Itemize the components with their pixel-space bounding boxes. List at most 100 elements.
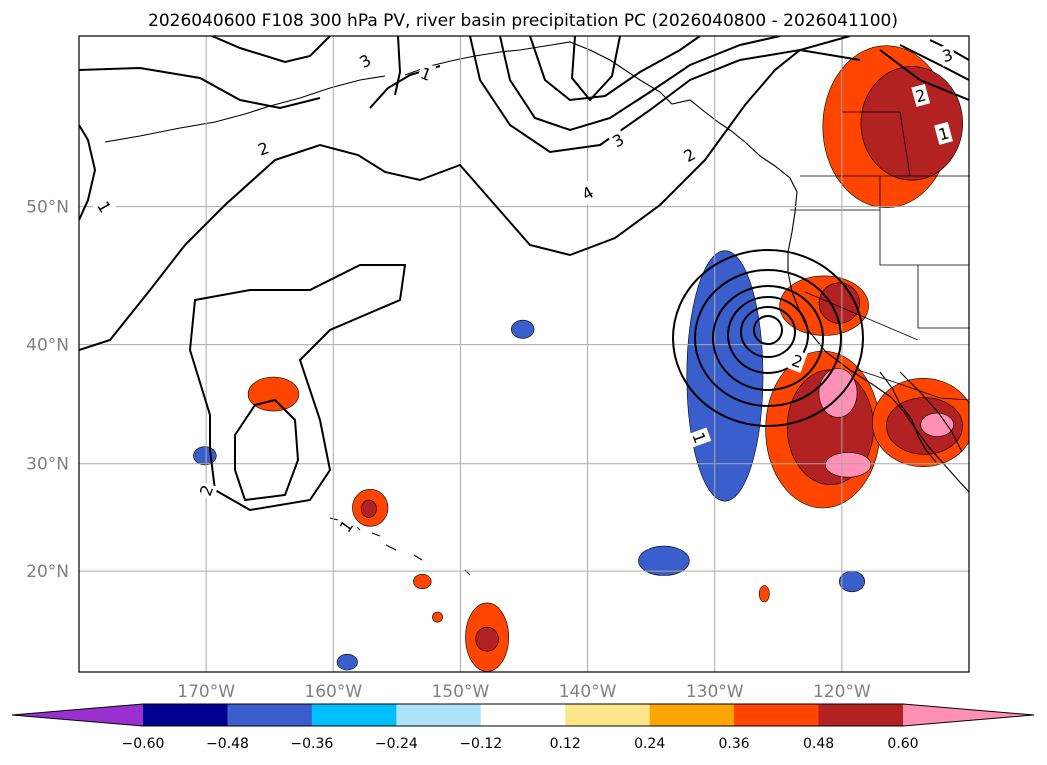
- colorbar-tick-label: −0.36: [290, 736, 333, 752]
- lat-tick-label: 30°N: [26, 455, 69, 475]
- pv-contour-ridge-6: [570, 36, 621, 102]
- pv-contour-ne-2: [899, 44, 969, 81]
- pv-label-knockout: [416, 61, 437, 86]
- pv-contour-ne-3: [929, 39, 969, 61]
- colorbar-tick-label: −0.48: [206, 736, 249, 752]
- colorbar-tick-label: 0.60: [887, 736, 918, 752]
- colorbar-extend-high: [903, 704, 1034, 726]
- colorbar-bin: [227, 704, 313, 726]
- lon-tick-label: 120°W: [813, 682, 871, 702]
- pv-contour-closed-low-3: [712, 285, 824, 391]
- precip-region-neg036-7: [336, 653, 358, 671]
- pv-contour-trough-4: [499, 36, 781, 132]
- pv-label-knockout: [253, 136, 274, 161]
- pv-contour-closed-low-4: [727, 296, 809, 374]
- precip-region-pos036-12: [432, 611, 443, 623]
- colorbar-bin: [143, 704, 228, 726]
- pv-label-knockout: [576, 180, 599, 206]
- pv-contour-closed-low-1: [672, 249, 864, 427]
- state-borders: [790, 36, 969, 341]
- pv-contour-1-main: [79, 36, 851, 351]
- lon-tick-label: 140°W: [559, 682, 617, 702]
- precip-region-pos036-8: [247, 376, 300, 412]
- gulf-of-california: [899, 371, 963, 453]
- pv-label-knockout: [934, 121, 953, 145]
- axis-ticks: 170°W 160°W 150°W 140°W 130°W 120°W 20°N 30°N 40…: [26, 198, 871, 702]
- colorbar-bin: [311, 704, 397, 726]
- pv-label-knockout: [787, 349, 808, 373]
- precip-region-pos048-10: [360, 499, 377, 518]
- precip-region-neg036-5: [638, 545, 690, 576]
- precip-region-pos060-23: [818, 368, 858, 418]
- pv-contour-trough-3: [469, 36, 861, 154]
- pv-contours: [79, 36, 969, 512]
- precip-region-pos048-17: [818, 282, 860, 324]
- colorbar-tick-label: 0.24: [634, 736, 665, 752]
- pv-contour-closed-low-6: [753, 315, 783, 345]
- pv-contour-cutoff-low: [188, 264, 407, 512]
- pv-label-knockout: [607, 127, 630, 153]
- us-mexico-border: [857, 369, 969, 401]
- colorbar: −0.60 −0.48 −0.36 −0.24 −0.12 0.12 0.24 0.36 0.4…: [11, 703, 1035, 752]
- lon-tick-label: 130°W: [686, 682, 744, 702]
- pv-label-knockout: [938, 43, 957, 67]
- colorbar-extend-low: [12, 704, 143, 726]
- north-america-coast: [404, 41, 969, 493]
- precip-region-pos036-11: [413, 573, 432, 589]
- colorbar-bin: [396, 704, 482, 726]
- pv-contour-3-north: [211, 36, 331, 64]
- colorbar-tick-label: −0.24: [375, 736, 418, 752]
- aleutian-islands: [104, 75, 386, 143]
- pv-contour-cutoff-inner: [234, 398, 300, 502]
- pv-contour-1-west: [79, 124, 97, 221]
- precip-region-pos060-26: [920, 412, 955, 437]
- colorbar-tick-label: −0.60: [122, 736, 165, 752]
- colorbar-bin: [480, 704, 566, 726]
- colorbar-tick-label: 0.12: [550, 736, 581, 752]
- colorbar-tick-label: 0.36: [719, 736, 750, 752]
- colorbar-bin: [818, 704, 904, 726]
- hawaii-islands: [329, 517, 471, 576]
- precip-region-pos036-15: [758, 585, 770, 603]
- colorbar-tick-label: 0.48: [803, 736, 834, 752]
- baja-california-coast: [879, 371, 937, 463]
- pv-label-knockout: [92, 195, 117, 218]
- borders: [790, 36, 969, 401]
- lon-tick-label: 170°W: [177, 682, 235, 702]
- colorbar-bin: [649, 704, 735, 726]
- pv-contour-closed-low-5: [740, 306, 796, 358]
- precip-region-neg036-4: [511, 319, 535, 339]
- pv-label: 1: [936, 123, 951, 144]
- pv-label-knockout: [678, 142, 701, 168]
- colorbar-tick-label: −0.12: [459, 736, 502, 752]
- pv-contour-ridge-5: [529, 36, 701, 102]
- colorbar-bin: [565, 704, 651, 726]
- coastlines: [104, 41, 969, 576]
- precip-region-pos048-14: [475, 626, 499, 652]
- lat-tick-label: 20°N: [26, 562, 69, 582]
- pv-label-knockout: [687, 427, 712, 448]
- lon-tick-label: 150°W: [432, 682, 490, 702]
- colorbar-outline: [11, 703, 1035, 727]
- pv-contour-2-north: [79, 66, 321, 110]
- pv-label-knockout: [194, 480, 218, 501]
- precip-region-pos060-22: [824, 452, 872, 478]
- pv-contour-closed-low-2: [694, 269, 842, 407]
- colorbar-bin: [734, 704, 820, 726]
- pv-label: 2: [913, 85, 928, 106]
- pv-contour-ne-1: [879, 49, 969, 101]
- chart-title: 2026040600 F108 300 hPa PV, river basin …: [148, 11, 898, 31]
- map-frame: [78, 35, 970, 673]
- pv-label-knockout: [333, 514, 359, 538]
- lon-tick-label: 160°W: [304, 682, 362, 702]
- precip-region-neg036-6: [838, 570, 865, 593]
- pv-contour-2-west: [394, 36, 402, 96]
- lat-tick-label: 50°N: [26, 198, 69, 218]
- precip-region-pos048-19: [860, 66, 963, 181]
- lat-tick-label: 40°N: [26, 336, 69, 356]
- precip-region-neg036-3: [193, 446, 217, 466]
- pv-label-knockout: [911, 83, 931, 107]
